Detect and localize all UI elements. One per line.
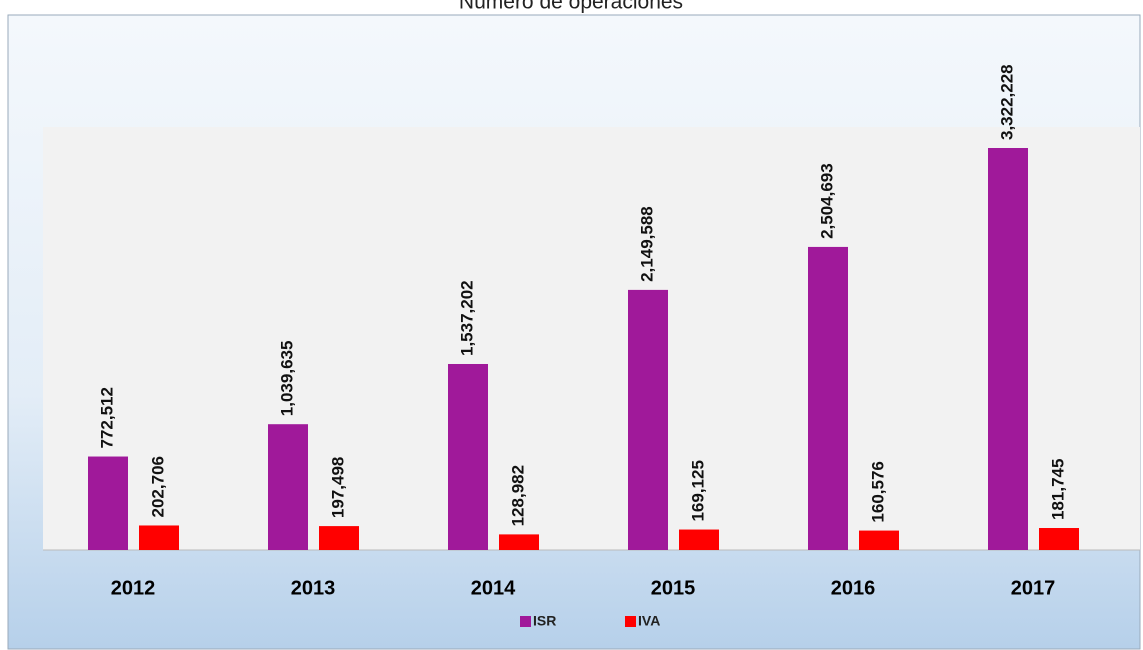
x-tick-label: 2013 <box>291 577 336 599</box>
bar <box>1039 528 1079 550</box>
legend-swatch <box>625 616 636 627</box>
x-tick-label: 2015 <box>651 577 696 599</box>
data-label: 1,039,635 <box>277 341 296 417</box>
data-label: 1,537,202 <box>457 280 476 356</box>
bar <box>499 534 539 550</box>
data-label: 202,706 <box>148 456 167 517</box>
data-label: 160,576 <box>868 461 887 522</box>
data-label: 2,149,588 <box>637 206 656 282</box>
x-tick-label: 2012 <box>111 577 156 599</box>
bar <box>679 529 719 550</box>
bar <box>319 526 359 550</box>
bar <box>808 246 848 550</box>
x-tick-label: 2017 <box>1011 577 1056 599</box>
bar <box>88 456 128 550</box>
legend-label: IVA <box>638 613 660 629</box>
x-tick-label: 2016 <box>831 577 876 599</box>
bar <box>448 363 488 550</box>
data-label: 128,982 <box>508 465 527 526</box>
data-label: 772,512 <box>97 387 116 448</box>
data-label: 169,125 <box>688 460 707 521</box>
legend-swatch <box>520 616 531 627</box>
bar <box>268 424 308 550</box>
data-label: 2,504,693 <box>817 163 836 239</box>
bar <box>988 148 1028 550</box>
data-label: 181,745 <box>1048 459 1067 520</box>
data-label: 3,322,228 <box>997 64 1016 140</box>
data-label: 197,498 <box>328 457 347 518</box>
x-tick-label: 2014 <box>471 577 516 599</box>
legend-label: ISR <box>533 613 556 629</box>
chart-title: Número de operaciones <box>459 0 683 14</box>
plot-area <box>43 127 1140 550</box>
bar <box>628 289 668 550</box>
bar <box>139 525 179 550</box>
bar <box>859 530 899 550</box>
